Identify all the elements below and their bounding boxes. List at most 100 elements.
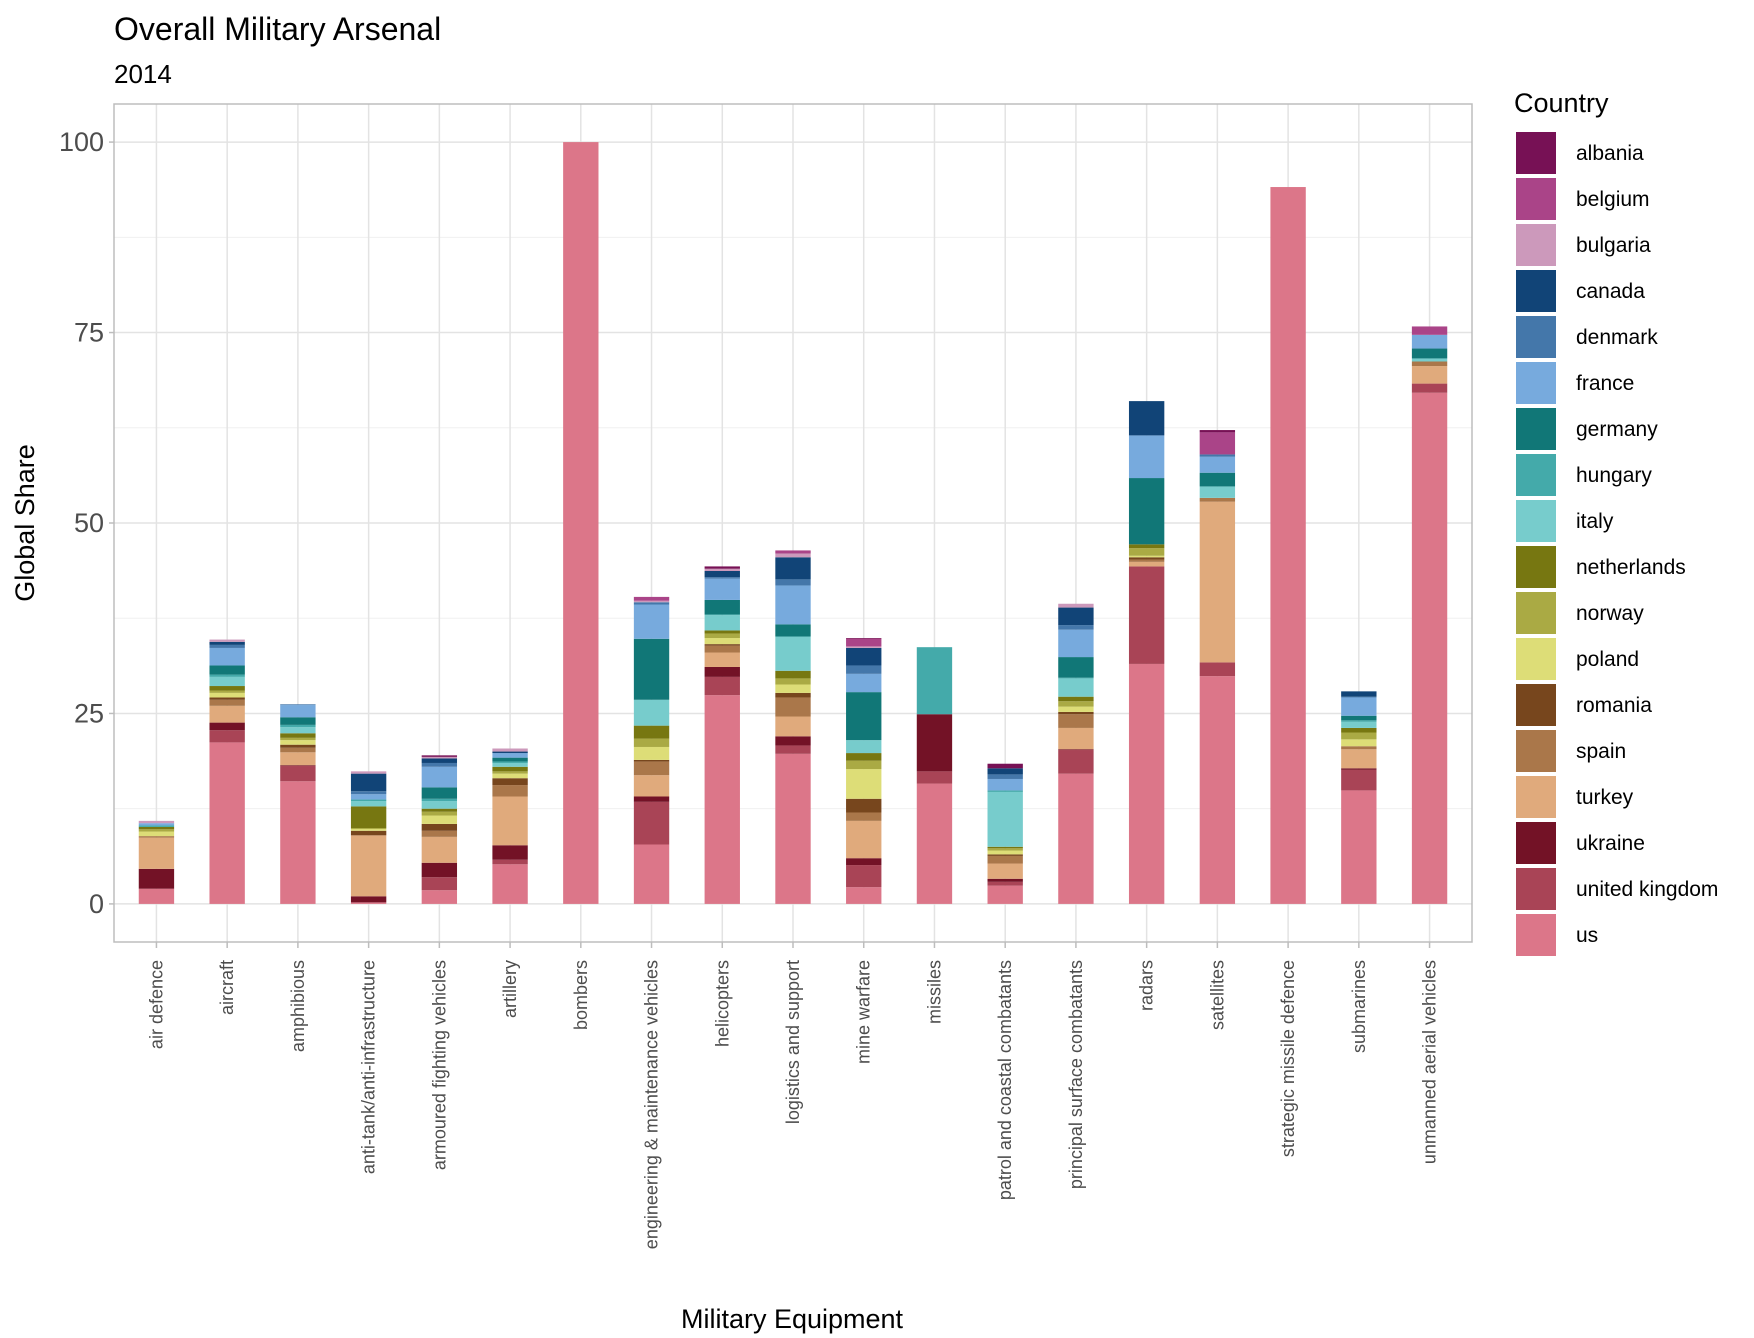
bar-patrol-and-coastal-combatants-france [987,778,1023,791]
bar-mine-warfare-bulgaria [846,646,882,648]
bar-amphibious-turkey [280,752,316,766]
legend-swatch-italy [1516,500,1556,542]
bar-mine-warfare-denmark [846,665,882,674]
bar-air-defence-netherlands [138,826,175,830]
bar-mine-warfare-albania [846,638,882,639]
bar-amphibious-united-kingdom [280,766,316,782]
bar-armoured-fighting-vehicles-italy [421,801,458,809]
bar-mine-warfare-france [846,673,882,693]
bar-mine-warfare-us [846,887,882,904]
x-tick-label: bombers [571,960,591,1030]
bar-helicopters-poland [704,638,740,645]
bar-armoured-fighting-vehicles-france [421,766,458,788]
legend-swatch-spain [1516,730,1556,772]
bar-patrol-and-coastal-combatants-italy [987,791,1023,847]
bar-principal-surface-combatants-poland [1058,706,1094,712]
bar-armoured-fighting-vehicles-ukraine [421,862,458,878]
bar-helicopters-canada [704,570,740,578]
x-tick-label: mine warfare [854,960,874,1064]
bar-unmanned-aerial-vehicles-italy [1411,358,1448,362]
bar-engineering-maintenance-vehicles-france [633,604,670,639]
bar-principal-surface-combatants-canada [1058,607,1094,626]
bar-artillery-hungary [492,761,528,763]
bar-engineering-maintenance-vehicles-belgium [633,596,670,601]
chart-subtitle: 2014 [114,59,172,89]
bar-artillery-norway [492,771,528,774]
bar-artillery-italy [492,762,528,767]
bar-aircraft-netherlands [209,686,245,691]
y-tick-label: 50 [74,508,104,538]
bar-armoured-fighting-vehicles-us [421,890,458,904]
bar-principal-surface-combatants-turkey [1058,727,1094,750]
bar-aircraft-turkey [209,705,245,723]
bar-submarines-norway [1341,732,1377,740]
bar-artillery-spain [492,785,528,797]
bar-artillery-bulgaria [492,748,528,752]
bar-principal-surface-combatants-germany [1058,657,1094,678]
bar-logistics-and-support-ukraine [775,736,811,746]
bar-anti-tank-anti-infrastructure-poland [350,828,387,831]
bars [138,142,1448,904]
bar-submarines-united-kingdom [1341,769,1377,791]
bar-radars-poland [1128,555,1165,558]
bar-unmanned-aerial-vehicles-spain [1411,361,1448,367]
bar-engineering-maintenance-vehicles-germany [633,638,670,700]
legend-label-romania: romania [1576,694,1652,717]
bar-artillery-ukraine [492,845,528,860]
bar-satellites-turkey [1199,501,1236,663]
bar-satellites-germany [1199,472,1236,487]
legend-label-hungary: hungary [1576,464,1652,487]
bar-helicopters-italy [704,615,740,631]
bar-patrol-and-coastal-combatants-canada [987,768,1023,775]
bar-missiles-united-kingdom [916,771,953,784]
bar-logistics-and-support-germany [775,624,811,637]
bar-radars-spain [1128,559,1165,562]
bar-aircraft-canada [209,641,245,645]
bar-aircraft-united-kingdom [209,730,245,743]
bar-mine-warfare-netherlands [846,753,882,761]
bar-anti-tank-anti-infrastructure-denmark [350,791,387,795]
x-tick-label: radars [1137,960,1157,1011]
bar-patrol-and-coastal-combatants-spain [987,855,1023,864]
bar-anti-tank-anti-infrastructure-canada [350,773,387,792]
bar-engineering-maintenance-vehicles-poland [633,746,670,760]
x-tick-label: aircraft [217,960,237,1015]
legend-label-united-kingdom: united kingdom [1576,878,1718,901]
bar-aircraft-ukraine [209,722,245,731]
bar-engineering-maintenance-vehicles-turkey [633,775,670,797]
x-tick-label: principal surface combatants [1066,960,1086,1189]
bar-armoured-fighting-vehicles-spain [421,830,458,837]
bar-radars-romania [1128,557,1165,560]
bar-helicopters-us [704,695,740,904]
bar-air-defence-bulgaria [138,820,175,824]
y-tick-labels: 0 25 50 75 100 [59,127,114,919]
bar-logistics-and-support-belgium [775,550,811,554]
bar-amphibious-italy [280,727,316,734]
bar-helicopters-albania [704,566,740,569]
bar-helicopters-ukraine [704,666,740,677]
bar-amphibious-ukraine [280,765,316,767]
bar-satellites-united-kingdom [1199,662,1236,677]
bar-artillery-netherlands [492,766,528,772]
legend-label-italy: italy [1576,510,1614,533]
bar-artillery-united-kingdom [492,859,528,865]
x-tick-label: unmanned aerial vehicles [1420,960,1440,1164]
bar-missiles-us [916,783,953,904]
bar-engineering-maintenance-vehicles-ukraine [633,796,670,802]
bar-patrol-and-coastal-combatants-netherlands [987,846,1023,849]
bar-principal-surface-combatants-romania [1058,711,1094,715]
bar-armoured-fighting-vehicles-denmark [421,762,458,767]
bar-unmanned-aerial-vehicles-germany [1411,348,1448,359]
bar-armoured-fighting-vehicles-bulgaria [421,756,458,759]
bar-helicopters-turkey [704,652,740,667]
legend-swatch-france [1516,362,1556,404]
bar-engineering-maintenance-vehicles-spain [633,761,670,776]
legend-label-france: france [1576,372,1634,395]
bar-logistics-and-support-norway [775,678,811,685]
bar-helicopters-germany [704,599,740,615]
bar-armoured-fighting-vehicles-germany [421,787,458,799]
x-tick-labels: air defence aircraft amphibious anti-tank/a… [146,942,1440,1249]
bar-aircraft-spain [209,699,245,706]
bar-satellites-denmark [1199,454,1236,457]
